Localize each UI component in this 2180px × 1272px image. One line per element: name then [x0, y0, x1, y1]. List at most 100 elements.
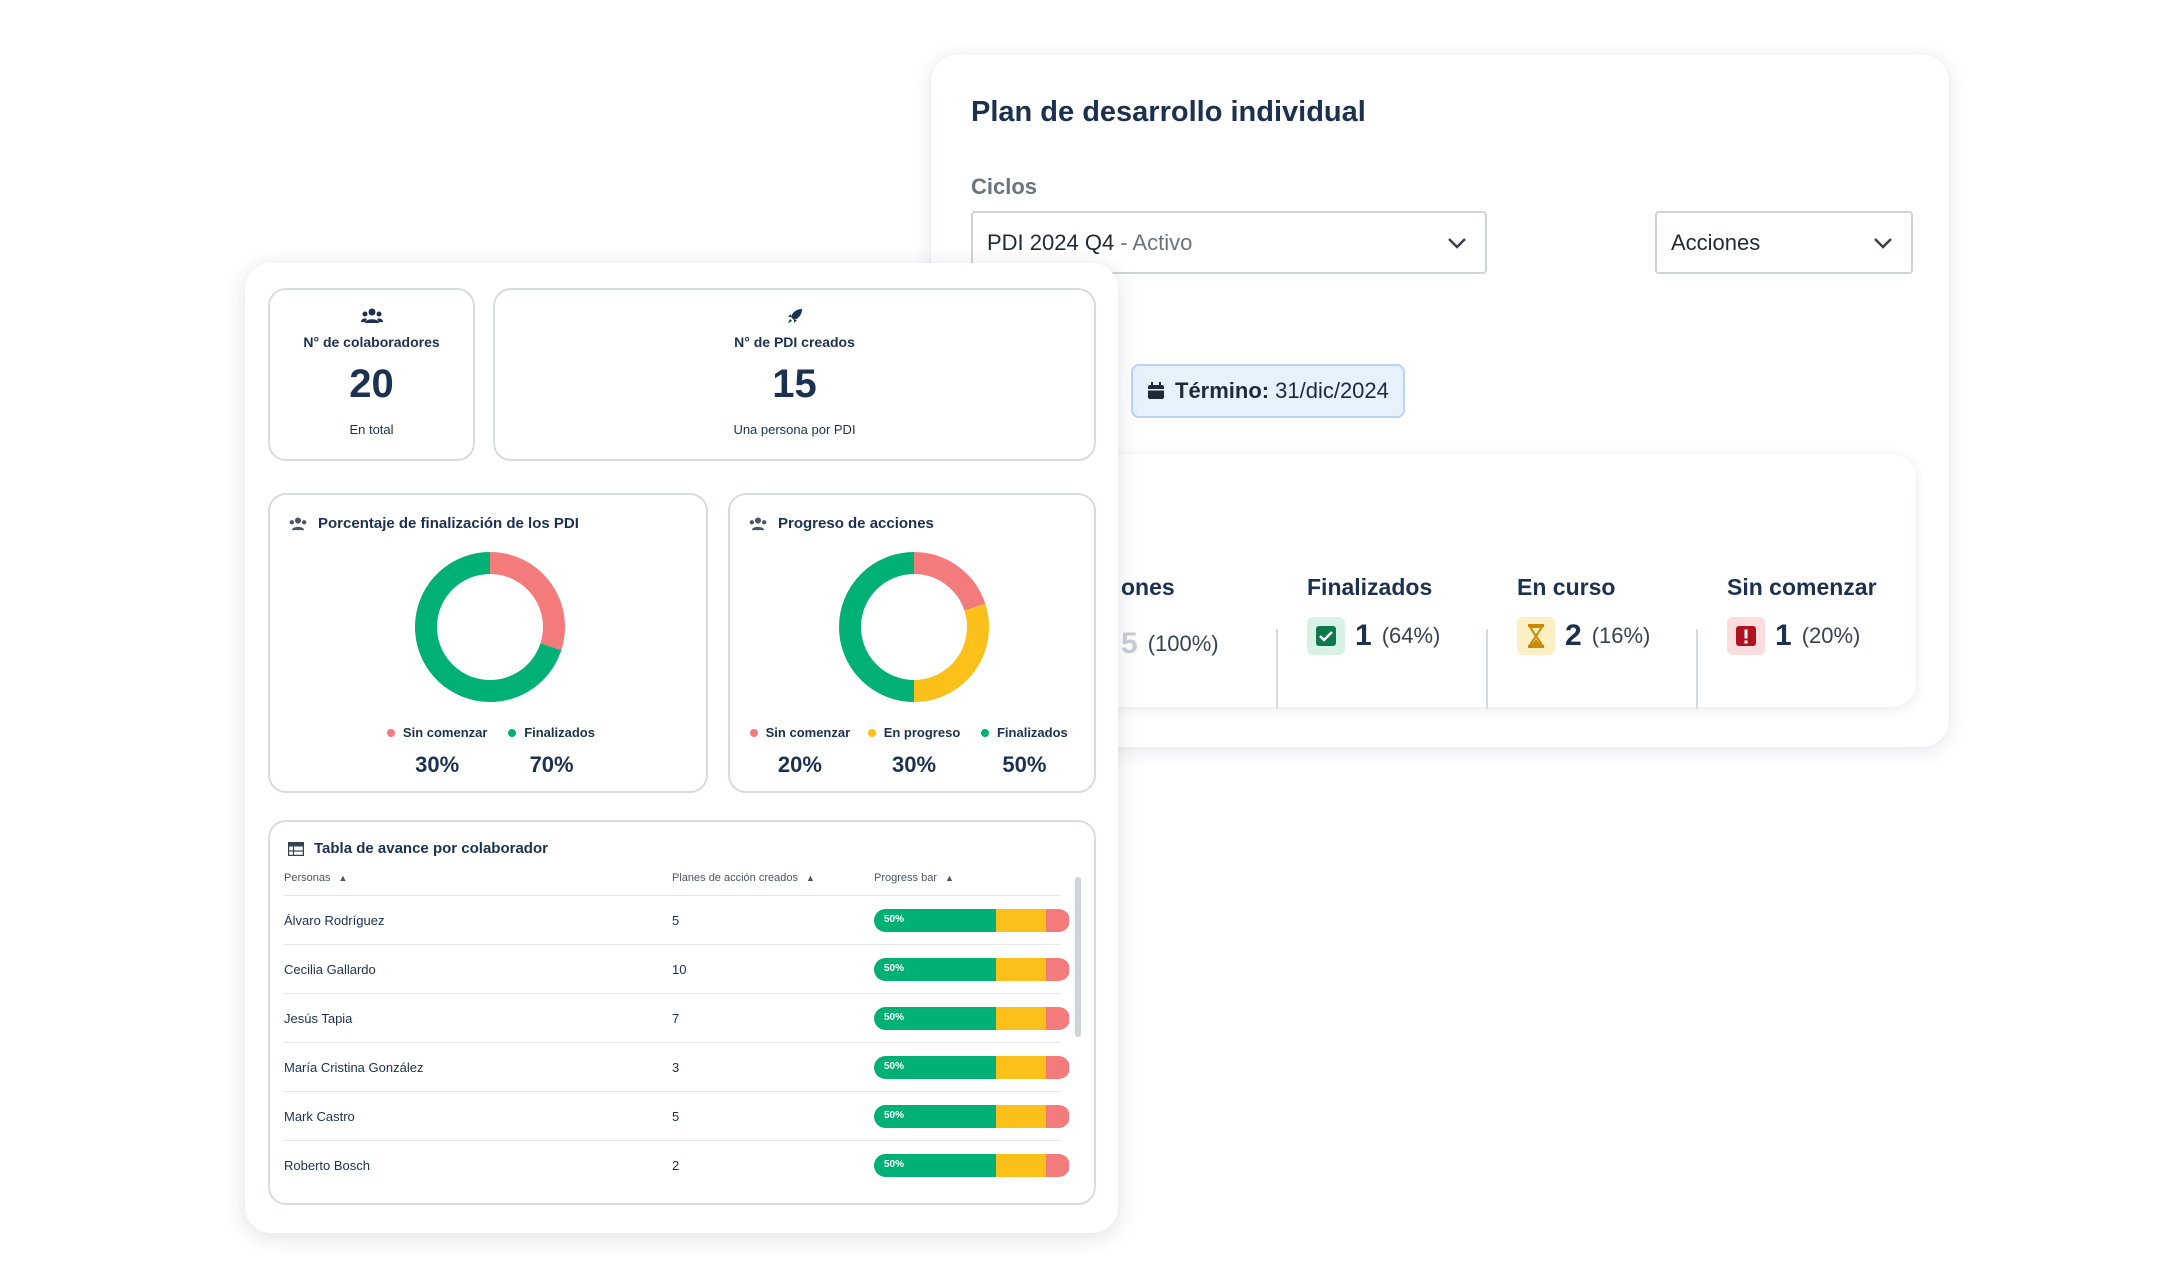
donut-slice-sin-comenzar	[489, 552, 565, 651]
legend-label: Sin comenzar	[377, 725, 497, 740]
person-name: Mark Castro	[284, 1109, 355, 1124]
table-row[interactable]: Jesús Tapia 7 50%	[284, 993, 1069, 1042]
stat-in-progress-title: En curso	[1517, 574, 1616, 600]
plans-count: 10	[672, 962, 687, 977]
chart-title-row: Porcentaje de finalización de los PDI	[288, 515, 579, 532]
progress-label: 50%	[884, 1061, 905, 1072]
progress-ongoing-segment	[995, 909, 1047, 932]
progress-label: 50%	[884, 963, 905, 974]
stat-in-progress-pct: (16%)	[1591, 623, 1651, 648]
kpi-pdi-sub: Una persona por PDI	[733, 422, 856, 437]
progress-done-segment	[874, 958, 996, 981]
end-date-label: Término:	[1175, 378, 1270, 403]
sort-icon: ▲︎	[338, 873, 348, 883]
progress-ongoing-segment	[995, 1007, 1047, 1030]
progress-label: 50%	[884, 1110, 905, 1121]
table-row[interactable]: Roberto Bosch 2 50%	[284, 1140, 1069, 1189]
divider	[1696, 629, 1698, 709]
column-header-label: Planes de acción creados	[672, 872, 798, 884]
legend-label: Finalizados	[492, 725, 612, 740]
legend-item: Sin comenzar 20%	[740, 725, 860, 778]
end-date-badge: Término: 31/dic/2024	[1131, 364, 1405, 418]
progress-ongoing-segment	[995, 1105, 1047, 1128]
actions-stats-card: ones 5 (100%) Finalizados 1 (64%) En cur…	[971, 454, 1916, 709]
stat-finished-value: 1	[1355, 619, 1372, 652]
stat-in-progress: En curso 2 (16%)	[1517, 574, 1650, 655]
divider	[1486, 629, 1488, 709]
legend-label: En progreso	[854, 725, 974, 740]
stat-not-started: Sin comenzar 1 (20%)	[1727, 574, 1877, 655]
sort-icon: ▲︎	[805, 873, 815, 883]
table-icon	[288, 841, 304, 856]
legend-item: Finalizados 70%	[492, 725, 612, 778]
person-name: Jesús Tapia	[284, 1011, 353, 1026]
legend-dot	[749, 728, 758, 737]
users-icon	[360, 308, 383, 323]
column-header-plans[interactable]: Planes de acción creados ▲︎	[672, 872, 815, 884]
progress-pending-segment	[1046, 1105, 1069, 1128]
person-name: Roberto Bosch	[284, 1158, 370, 1173]
legend-text: Finalizados	[996, 725, 1068, 740]
kpi-collaborators-sub: En total	[349, 422, 394, 437]
sort-icon: ▲︎	[944, 873, 954, 883]
table-row[interactable]: Mark Castro 5 50%	[284, 1091, 1069, 1140]
stat-total: 5 (100%)	[1121, 627, 1219, 661]
legend-percentage: 70%	[529, 752, 574, 777]
chart-title: Progreso de acciones	[778, 515, 934, 532]
table-row[interactable]: Álvaro Rodríguez 5 50%	[284, 895, 1069, 944]
progress-pending-segment	[1046, 1056, 1069, 1079]
column-header-label: Personas	[284, 872, 331, 884]
scrollbar[interactable]	[1075, 877, 1081, 1037]
table-row[interactable]: María Cristina González 3 50%	[284, 1042, 1069, 1091]
legend-item: Finalizados 50%	[964, 725, 1084, 778]
legend-dot	[980, 728, 989, 737]
progress-bar: 50%	[874, 909, 1070, 932]
column-header-progress[interactable]: Progress bar ▲︎	[874, 872, 954, 884]
hourglass-icon	[1517, 617, 1555, 655]
legend-item: En progreso 30%	[854, 725, 974, 778]
progress-pending-segment	[1046, 1154, 1069, 1177]
actions-select[interactable]: Acciones	[1655, 211, 1913, 274]
stat-finished-title: Finalizados	[1307, 574, 1433, 600]
person-name: Cecilia Gallardo	[284, 962, 376, 977]
kpi-collaborators-value: 20	[349, 362, 394, 406]
donut-slice-sin-comenzar	[913, 552, 986, 612]
plans-count: 7	[672, 1011, 680, 1026]
person-name: Álvaro Rodríguez	[284, 913, 385, 928]
progress-label: 50%	[884, 1012, 905, 1023]
users-icon	[749, 516, 767, 530]
progress-ongoing-segment	[995, 1154, 1047, 1177]
legend-text: Sin comenzar	[402, 725, 488, 740]
progress-label: 50%	[884, 1159, 905, 1170]
progress-pending-segment	[1046, 909, 1069, 932]
table-title-row: Tabla de avance por colaborador	[288, 840, 548, 857]
chart-title: Porcentaje de finalización de los PDI	[318, 515, 579, 532]
legend-percentage: 30%	[891, 752, 937, 777]
stat-total-pct: (100%)	[1147, 631, 1219, 656]
kpi-collaborators-title: N° de colaboradores	[303, 334, 440, 350]
column-header-persons[interactable]: Personas ▲︎	[284, 872, 347, 884]
stat-finished-pct: (64%)	[1381, 623, 1441, 648]
legend-text: Finalizados	[524, 725, 595, 740]
kpi-collaborators-card: N° de colaboradores 20 En total	[268, 288, 475, 461]
progress-bar: 50%	[874, 1154, 1070, 1177]
plans-count: 3	[672, 1060, 680, 1075]
donut-chart	[839, 552, 989, 702]
legend-item: Sin comenzar 30%	[377, 725, 497, 778]
progress-done-segment	[874, 1056, 996, 1079]
progress-done-segment	[874, 909, 996, 932]
users-icon	[289, 516, 307, 530]
stat-not-started-pct: (20%)	[1801, 623, 1861, 648]
donut-slice-finalizados	[415, 552, 562, 702]
kpi-pdi-card: N° de PDI creados 15 Una persona por PDI	[493, 288, 1096, 461]
progress-pending-segment	[1046, 1007, 1069, 1030]
legend-label: Finalizados	[964, 725, 1084, 740]
actions-select-value: Acciones	[1671, 229, 1761, 255]
donut-chart	[415, 552, 565, 702]
pdi-completion-chart-card: Porcentaje de finalización de los PDI Si…	[268, 493, 708, 793]
divider	[1276, 629, 1278, 709]
table-row[interactable]: Cecilia Gallardo 10 50%	[284, 944, 1069, 993]
stat-not-started-title: Sin comenzar	[1727, 574, 1877, 600]
cycle-select-value: PDI 2024 Q4	[987, 229, 1115, 255]
progress-done-segment	[874, 1007, 996, 1030]
